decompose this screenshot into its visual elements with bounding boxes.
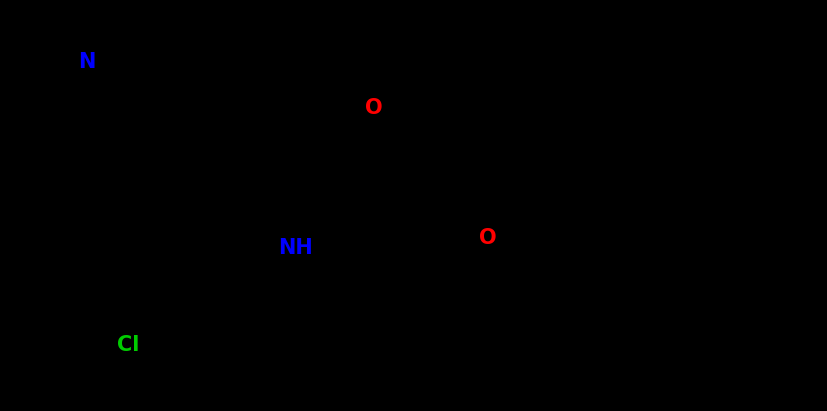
Text: Cl: Cl [117,335,139,355]
Text: N: N [79,52,96,72]
Text: NH: NH [278,238,313,258]
Text: O: O [366,98,383,118]
Text: O: O [479,228,497,248]
